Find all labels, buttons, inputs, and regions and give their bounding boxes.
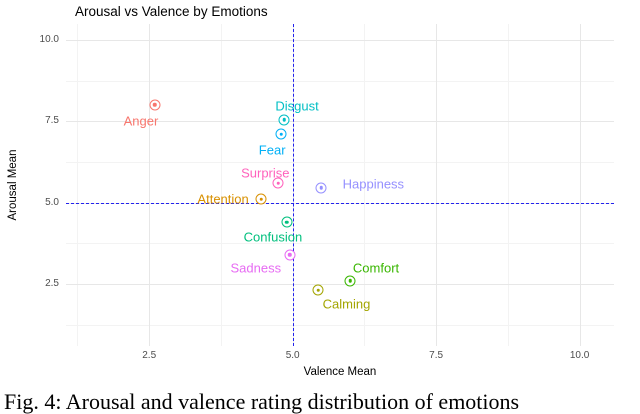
reference-line-horizontal	[66, 202, 614, 204]
point-label-fear: Fear	[258, 142, 286, 158]
minor-gridline-x	[220, 24, 222, 346]
minor-gridline-y	[66, 324, 614, 326]
minor-gridline-y	[66, 80, 614, 82]
point-surprise	[272, 177, 284, 189]
minor-gridline-x	[77, 24, 79, 346]
major-gridline-x	[579, 24, 581, 346]
major-gridline-x	[436, 24, 438, 346]
point-label-surprise: Surprise	[241, 165, 290, 181]
y-tick-label: 5.0	[45, 196, 59, 208]
point-fear	[275, 128, 287, 140]
point-label-comfort: Comfort	[352, 260, 400, 276]
minor-gridline-y	[66, 243, 614, 245]
point-sadness	[284, 249, 296, 261]
point-label-happiness: Happiness	[342, 176, 405, 192]
y-tick-label: 7.5	[45, 115, 59, 127]
plot-panel: 2.5 5.0 7.5 10.0 2.5 5.0 7.5 10.0 Anger Attention…	[40, 24, 614, 361]
point-calming	[312, 284, 324, 296]
minor-gridline-x	[507, 24, 509, 346]
chart-title: Arousal vs Valence by Emotions	[75, 4, 268, 19]
y-tick-label: 10.0	[39, 33, 59, 45]
point-label-confusion: Confusion	[243, 229, 303, 245]
point-comfort	[344, 275, 356, 287]
point-label-disgust: Disgust	[275, 98, 319, 114]
y-tick-label: 2.5	[45, 277, 59, 289]
minor-gridline-y	[66, 161, 614, 163]
point-happiness	[315, 182, 327, 194]
point-confusion	[281, 216, 293, 228]
point-anger	[149, 99, 161, 111]
x-tick-label: 2.5	[142, 350, 157, 361]
y-axis-title: Arousal Mean	[7, 149, 19, 221]
major-gridline-y	[66, 283, 614, 285]
point-disgust	[278, 114, 290, 126]
minor-gridline-x	[364, 24, 366, 346]
x-tick-label: 10.0	[569, 350, 590, 361]
figure-caption: Fig. 4: Arousal and valence rating distr…	[4, 389, 520, 414]
x-tick-label: 5.0	[285, 350, 300, 361]
point-label-sadness: Sadness	[230, 260, 282, 276]
major-gridline-y	[66, 121, 614, 123]
point-attention	[255, 193, 267, 205]
point-label-calming: Calming	[322, 296, 371, 312]
reference-line-vertical	[292, 24, 294, 346]
major-gridline-y	[66, 39, 614, 41]
x-tick-label: 7.5	[429, 350, 444, 361]
major-gridline-x	[149, 24, 151, 346]
point-label-anger: Anger	[123, 113, 159, 129]
point-label-attention: Attention	[197, 191, 249, 207]
x-axis-title: Valence Mean	[303, 366, 377, 378]
